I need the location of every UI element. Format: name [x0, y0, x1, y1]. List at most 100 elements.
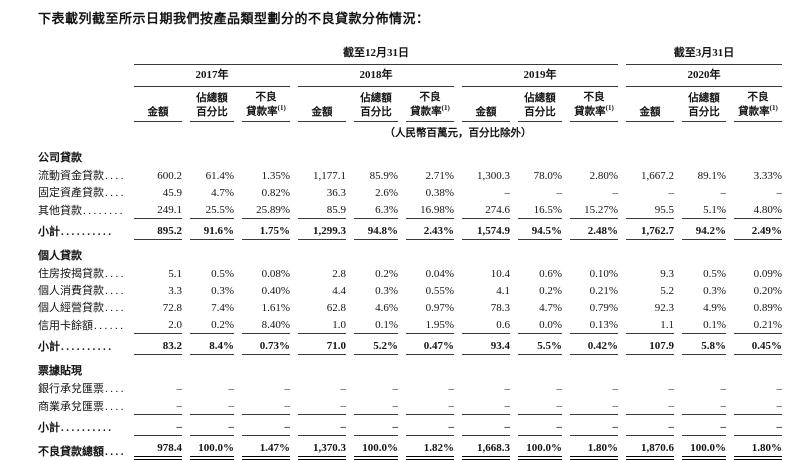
value-cell: 83.2: [134, 334, 182, 355]
leader-dots: ......: [94, 320, 126, 333]
npl-header-line1: 不良: [419, 91, 441, 103]
row-label: 個人消費貸款....: [38, 282, 126, 299]
row-label: 信用卡餘額......: [38, 316, 126, 334]
value-cell: 25.89%: [242, 201, 290, 220]
value-cell: 5.5%: [518, 334, 562, 355]
share-column-header: 佔總額 百分比: [190, 87, 234, 123]
loan-row: 住房按揭貸款.... 5.1 0.5% 0.08% 2.8 0.2% 0.04% 10.4 0.…: [38, 265, 782, 282]
value-cell: 1.0: [298, 316, 346, 334]
value-cell: 0.79%: [589, 302, 618, 315]
value-cell: –: [720, 382, 727, 395]
value-cell: 36.3: [326, 187, 346, 200]
value-cell: 0.38%: [425, 187, 454, 200]
value-cell: 0.5%: [703, 268, 726, 281]
value-cell: –: [776, 382, 783, 395]
value-cell: 45.9: [162, 187, 182, 200]
row-label-text: 銀行承兌匯票: [38, 382, 104, 395]
npl-header-line1: 不良: [583, 91, 605, 103]
value-cell: 2.71%: [425, 170, 454, 183]
value-cell: 78.0%: [533, 170, 562, 183]
value-cell: 0.08%: [261, 268, 290, 281]
section-header-row: 公司貸款: [38, 142, 782, 167]
npl-distribution-table: 截至12月31日 截至3月31日 2017年 2018年 2019年 2020年 金額…: [30, 47, 790, 460]
value-cell: 1.80%: [734, 436, 782, 460]
value-cell: 0.3%: [375, 285, 398, 298]
value-cell: 94.2%: [682, 219, 726, 241]
value-cell: 1,177.1: [313, 170, 346, 183]
value-cell: –: [734, 397, 782, 415]
value-cell: 0.04%: [425, 268, 454, 281]
value-cell: –: [570, 397, 618, 415]
year-header: 2020年: [626, 65, 782, 87]
value-cell: 249.1: [134, 201, 182, 220]
header-spacer: [38, 87, 126, 123]
value-cell: 7.4%: [211, 302, 234, 315]
year-header: 2019年: [462, 65, 618, 87]
value-cell: 91.6%: [190, 219, 234, 241]
leader-dots: ....: [105, 187, 126, 200]
value-cell: 94.5%: [518, 219, 562, 241]
row-label: 不良貸款總額....: [38, 436, 126, 460]
row-label: 固定資產貸款....: [38, 184, 126, 201]
share-header-line1: 佔總額: [196, 93, 228, 104]
value-cell: 1,667.2: [641, 170, 674, 183]
page-title: 下表載列截至所示日期我們按產品類型劃分的不良貸款分佈情況：: [38, 11, 430, 26]
value-cell: 107.9: [626, 334, 674, 355]
value-cell: 1,300.3: [477, 170, 510, 183]
value-cell: –: [134, 397, 182, 415]
value-cell: 92.3: [654, 302, 674, 315]
year-header-row: 2017年 2018年 2019年 2020年: [38, 65, 782, 87]
row-label: 其他貸款........: [38, 201, 126, 219]
row-label-text: 其他貸款: [38, 205, 82, 218]
value-cell: 62.8: [326, 302, 346, 315]
value-cell: 100.0%: [518, 436, 562, 460]
value-cell: –: [626, 397, 674, 415]
value-cell: 0.2%: [539, 285, 562, 298]
value-cell: –: [504, 382, 511, 395]
value-cell: 0.47%: [406, 334, 454, 355]
share-column-header: 佔總額 百分比: [354, 87, 398, 123]
npl-header-line1: 不良: [255, 91, 277, 103]
footnote-ref: (1): [277, 104, 286, 113]
unit-note: （人民幣百萬元，百分比除外）: [384, 128, 532, 140]
value-cell: 4.6%: [375, 302, 398, 315]
header-spacer: [38, 47, 126, 65]
row-label-text: 不良貸款總額: [38, 445, 104, 458]
value-cell: 5.1: [168, 268, 182, 281]
npl-header-line2: 貸款率: [574, 106, 606, 118]
value-cell: 61.4%: [205, 170, 234, 183]
value-cell: 0.21%: [589, 285, 618, 298]
period-group-dec31: 截至12月31日: [134, 47, 618, 65]
row-label-text: 個人消費貸款: [38, 285, 104, 298]
section-header: 個人貸款: [38, 250, 82, 263]
share-header-line2: 百分比: [524, 106, 556, 118]
value-cell: 0.13%: [570, 316, 618, 334]
value-cell: 5.8%: [682, 334, 726, 355]
npl-header-line1: 不良: [747, 91, 769, 103]
value-cell: –: [392, 382, 399, 395]
row-label: 商業承兌匯票....: [38, 397, 126, 415]
value-cell: 1,870.6: [626, 436, 674, 460]
share-column-header: 佔總額 百分比: [518, 87, 562, 123]
value-cell: 1.95%: [406, 316, 454, 334]
loan-row: 信用卡餘額...... 2.0 0.2% 8.40% 1.0 0.1% 1.95% 0.6 0.…: [38, 316, 782, 334]
leader-dots: ....: [105, 170, 126, 183]
value-cell: 2.43%: [406, 219, 454, 241]
value-cell: –: [176, 382, 183, 395]
leader-dots: ....: [105, 382, 126, 395]
value-cell: 72.8: [162, 302, 182, 315]
value-cell: 1.75%: [242, 219, 290, 241]
value-cell: 2.0: [134, 316, 182, 334]
leader-dots: ..........: [61, 226, 114, 239]
value-cell: –: [406, 397, 454, 415]
footnote-ref: (1): [441, 104, 450, 113]
row-label: 住房按揭貸款....: [38, 265, 126, 282]
value-cell: –: [776, 187, 783, 200]
table-header: 截至12月31日 截至3月31日 2017年 2018年 2019年 2020年 金額…: [38, 47, 782, 142]
value-cell: 0.42%: [570, 334, 618, 355]
value-cell: –: [682, 397, 726, 415]
value-cell: 1,299.3: [298, 219, 346, 241]
row-label-text: 小計: [38, 421, 60, 434]
subtotal-row: 小計.......... 895.2 91.6% 1.75% 1,299.3 94.8% 2…: [38, 219, 782, 241]
